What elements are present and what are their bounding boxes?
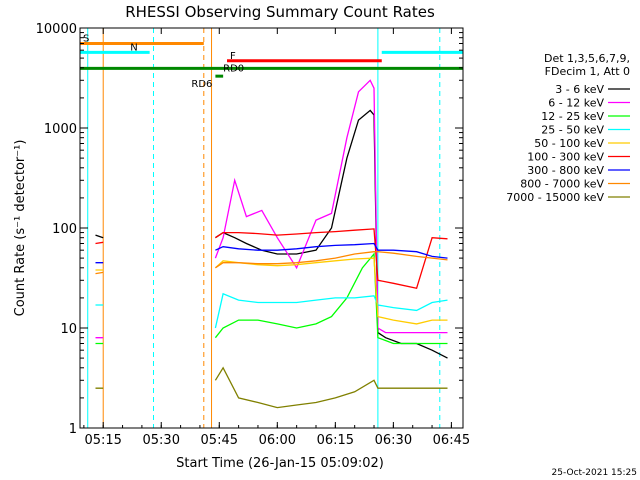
series-line-7 [95, 251, 448, 275]
timestamp: 25-Oct-2021 15:25 [552, 468, 637, 478]
axes: 05:15 05:30 05:45 06:00 06:15 06:30 06:45 1 10 10… [36, 22, 470, 448]
legend-label-4: 50 - 100 keV [534, 137, 604, 150]
x-tick-label-1: 05:30 [143, 433, 180, 448]
y-tick-label-2: 100 [52, 222, 77, 237]
series-line-2 [95, 252, 448, 345]
legend-label-8: 7000 - 15000 keV [506, 191, 604, 204]
series-line-5 [95, 228, 448, 289]
series-line-4 [95, 257, 448, 325]
x-tick-label-3: 06:00 [259, 433, 296, 448]
legend-header-1: FDecim 1, Att 0 [545, 65, 630, 78]
legend-label-7: 800 - 7000 keV [520, 178, 604, 191]
y-axis-label: Count Rate (s⁻¹ detector⁻¹) [13, 140, 28, 317]
x-tick-label-4: 06:15 [317, 433, 354, 448]
series-line-6 [95, 242, 448, 264]
legend-label-0: 3 - 6 keV [555, 83, 604, 96]
x-tick-label-0: 05:15 [84, 433, 121, 448]
x-tick-label-2: 05:45 [201, 433, 238, 448]
state-label-3: F [230, 51, 236, 62]
state-label-5: RD6 [191, 79, 212, 90]
legend-label-2: 12 - 25 keV [541, 110, 604, 123]
y-tick-label-0: 1 [69, 422, 77, 437]
legend-header-0: Det 1,3,5,6,7,9, [544, 52, 630, 65]
state-label-1: N [130, 42, 137, 53]
legend: Det 1,3,5,6,7,9,FDecim 1, Att 0 3 - 6 keV… [506, 52, 630, 204]
x-axis-label: Start Time (26-Jan-15 05:09:02) [176, 456, 384, 471]
series-line-3 [95, 292, 448, 329]
y-tick-label-4: 10000 [36, 22, 77, 37]
x-tick-label-5: 06:30 [375, 433, 412, 448]
legend-label-1: 6 - 12 keV [548, 97, 604, 110]
y-tick-label-3: 1000 [44, 122, 77, 137]
y-tick-label-1: 10 [60, 322, 77, 337]
legend-label-6: 300 - 800 keV [527, 164, 604, 177]
state-label-0: S [83, 33, 89, 44]
state-label-4: RD0 [223, 63, 244, 74]
series-line-1 [95, 79, 448, 339]
legend-label-3: 25 - 50 keV [541, 124, 604, 137]
series-line-8 [95, 366, 448, 409]
chart-title: RHESSI Observing Summary Count Rates [125, 3, 435, 21]
legend-label-5: 100 - 300 keV [527, 151, 604, 164]
x-tick-label-6: 06:45 [433, 433, 470, 448]
